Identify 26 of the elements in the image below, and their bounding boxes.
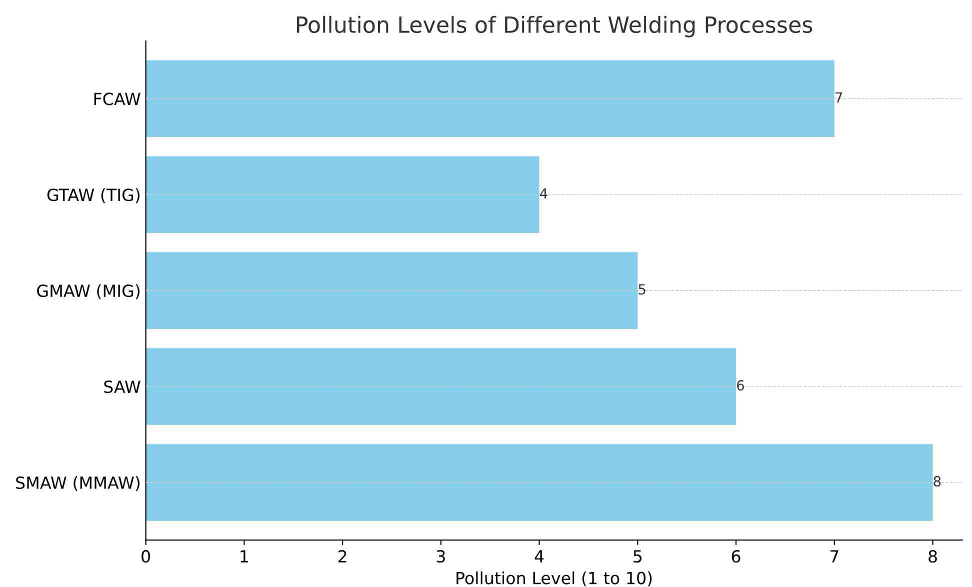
bar xyxy=(146,252,638,329)
x-tick-label: 6 xyxy=(732,550,740,563)
y-tick-label: SMAW (MMAW) xyxy=(16,476,140,491)
data-label: 6 xyxy=(736,380,744,391)
x-tick-label: 8 xyxy=(928,550,937,563)
x-tick-label: 3 xyxy=(436,550,445,563)
x-tick-label: 0 xyxy=(142,550,150,563)
x-tick-label: 5 xyxy=(634,550,642,563)
data-label: 8 xyxy=(934,476,941,486)
x-axis-title: Pollution Level (1 to 10) xyxy=(456,571,652,586)
bar xyxy=(146,444,933,521)
y-tick-label: FCAW xyxy=(94,92,140,106)
bar xyxy=(146,156,540,233)
y-tick-label: GMAW (MIG) xyxy=(37,284,140,300)
y-tick-label: GTAW (TIG) xyxy=(47,188,140,204)
bar xyxy=(146,60,834,138)
chart-title: Pollution Levels of Different Welding Processes xyxy=(297,16,812,38)
x-tick-label: 1 xyxy=(240,550,248,562)
data-label: 4 xyxy=(540,188,548,198)
data-label: 5 xyxy=(638,284,646,295)
x-tick-label: 7 xyxy=(830,550,838,562)
data-label: 7 xyxy=(836,92,842,102)
x-tick-label: 2 xyxy=(338,550,346,562)
x-tick-label: 4 xyxy=(534,550,544,562)
y-tick-label: SAW xyxy=(104,380,140,394)
bar xyxy=(146,348,736,425)
